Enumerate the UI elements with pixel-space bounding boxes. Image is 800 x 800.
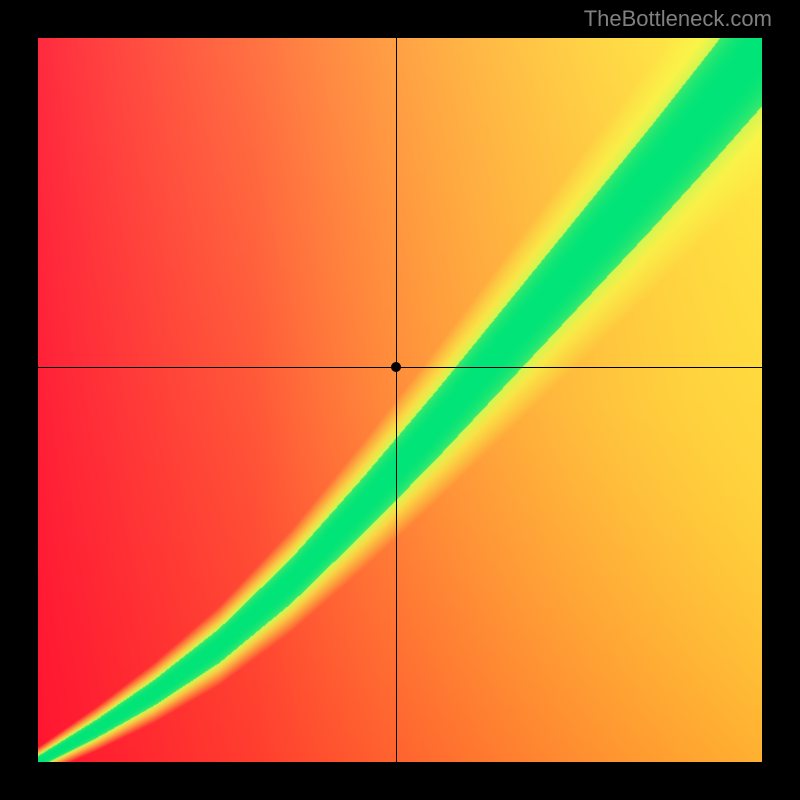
heatmap-chart — [38, 38, 762, 762]
attribution-text: TheBottleneck.com — [584, 6, 772, 32]
crosshair-vertical — [396, 38, 397, 762]
heatmap-canvas — [38, 38, 762, 762]
selection-marker — [391, 362, 401, 372]
